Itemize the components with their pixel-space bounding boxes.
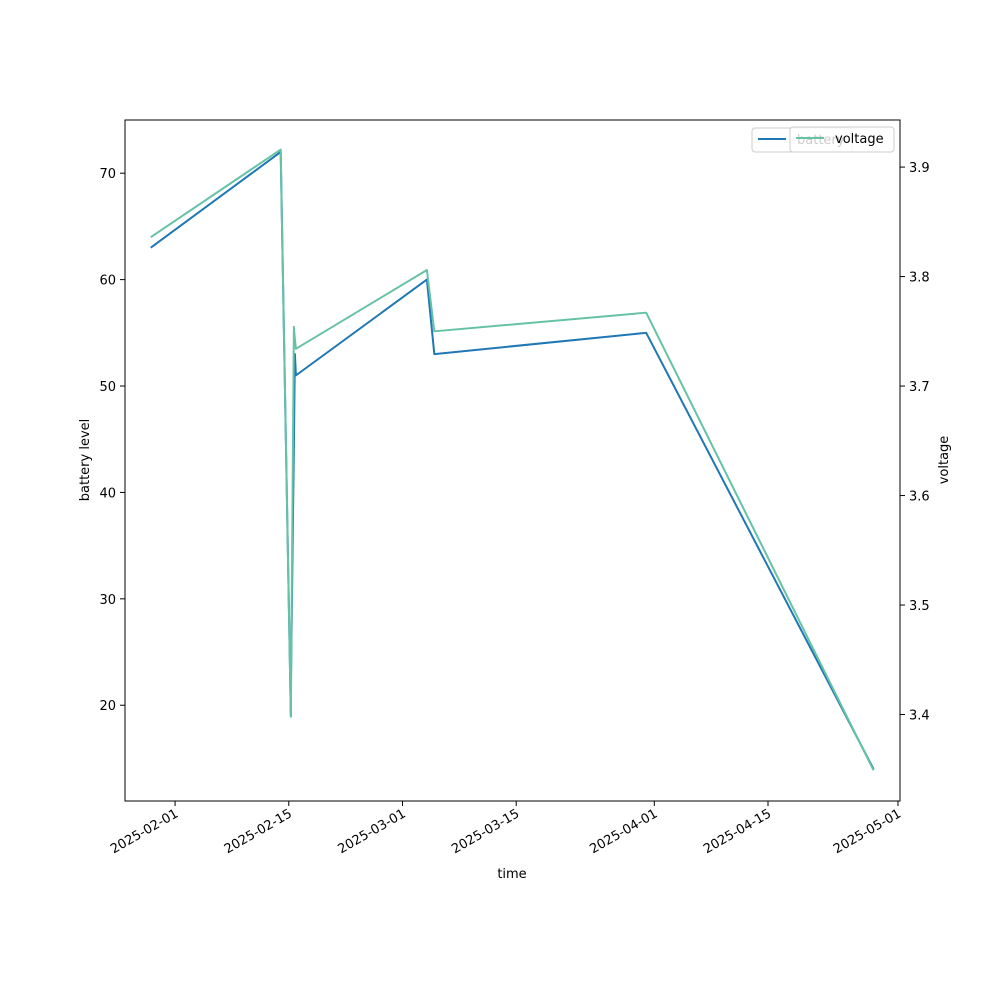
y-left-tick-label: 40: [99, 486, 116, 501]
x-tick-label: 2025-03-15: [449, 806, 522, 857]
y-right-tick-label: 3.8: [909, 271, 930, 286]
plot-frame: [124, 119, 901, 802]
x-tick-label: 2025-04-01: [587, 806, 660, 857]
x-axis-label: time: [497, 867, 526, 882]
y-right-tick-label: 3.7: [909, 380, 930, 395]
y-right-tick-label: 3.5: [909, 599, 930, 614]
y-left-tick-label: 30: [99, 593, 116, 608]
legend-voltage: voltage: [789, 126, 895, 153]
x-tick-label: 2025-02-01: [108, 806, 181, 857]
x-tick-label: 2025-02-15: [222, 806, 295, 857]
y-left-tick-label: 60: [99, 274, 116, 289]
y-right-tick-label: 3.4: [909, 709, 930, 724]
series-line-voltage: [150, 148, 875, 771]
x-tick-label: 2025-05-01: [831, 806, 904, 857]
y-left-axis-label: battery level: [78, 419, 93, 502]
x-tick-label: 2025-04-15: [701, 806, 774, 857]
y-right-tick-label: 3.6: [909, 490, 930, 505]
y-left-tick-label: 20: [99, 699, 116, 714]
legend-voltage-label: voltage: [835, 132, 884, 147]
y-left-tick-label: 70: [99, 167, 116, 182]
y-right-tick-label: 3.9: [909, 161, 930, 176]
y-left-axis-ticks: 20 30 40 50 60 70: [99, 167, 125, 714]
x-axis-ticks: 2025-02-01 2025-02-15 2025-03-01 2025-03-15…: [108, 801, 904, 857]
y-right-axis-ticks: 3.4 3.5 3.6 3.7 3.8 3.9: [900, 161, 930, 724]
series-lines: [150, 148, 875, 771]
y-right-axis-label: voltage: [937, 436, 952, 485]
x-tick-label: 2025-03-01: [336, 806, 409, 857]
series-line-battery: [150, 150, 875, 770]
y-left-tick-label: 50: [99, 380, 116, 395]
